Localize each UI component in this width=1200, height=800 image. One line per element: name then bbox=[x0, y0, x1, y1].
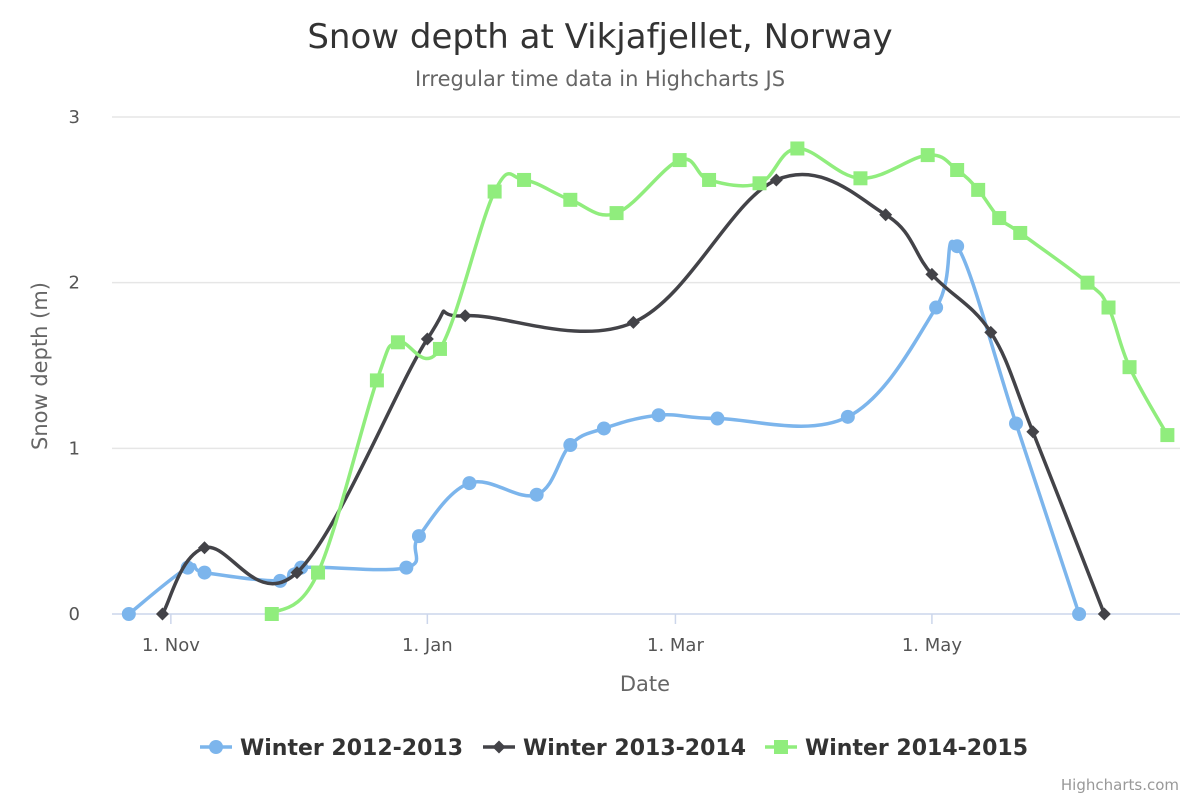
x-axis-title: Date bbox=[620, 672, 670, 696]
data-point[interactable] bbox=[1026, 425, 1040, 439]
data-point[interactable] bbox=[840, 409, 855, 424]
data-point[interactable] bbox=[1013, 225, 1028, 240]
x-tick-label: 1. May bbox=[902, 635, 962, 656]
legend-symbol[interactable] bbox=[492, 740, 506, 754]
data-point[interactable] bbox=[1097, 607, 1111, 621]
x-tick-label: 1. Jan bbox=[402, 635, 453, 656]
data-point[interactable] bbox=[609, 206, 624, 221]
y-tick-label: 1 bbox=[69, 438, 80, 459]
data-point[interactable] bbox=[399, 560, 414, 575]
legend-item[interactable]: Winter 2014-2015 bbox=[765, 736, 1028, 761]
data-point[interactable] bbox=[517, 172, 532, 187]
data-point[interactable] bbox=[197, 565, 212, 580]
data-point[interactable] bbox=[752, 176, 767, 191]
series-line[interactable] bbox=[160, 172, 1107, 616]
legend-item[interactable]: Winter 2013-2014 bbox=[483, 736, 746, 761]
legend-label: Winter 2013-2014 bbox=[523, 736, 746, 761]
data-point[interactable] bbox=[290, 566, 304, 580]
y-axis: 0 1 2 3 bbox=[69, 107, 80, 625]
legend-item[interactable]: Winter 2012-2013 bbox=[200, 736, 463, 761]
data-point[interactable] bbox=[311, 565, 326, 580]
data-point[interactable] bbox=[710, 411, 725, 426]
data-point[interactable] bbox=[1160, 428, 1175, 443]
series-1 bbox=[121, 239, 1087, 621]
data-point[interactable] bbox=[596, 421, 611, 436]
data-point[interactable] bbox=[198, 541, 212, 555]
y-axis-title: Snow depth (m) bbox=[28, 282, 52, 450]
legend-label: Winter 2014-2015 bbox=[805, 736, 1028, 761]
data-point[interactable] bbox=[563, 192, 578, 207]
data-point[interactable] bbox=[458, 309, 472, 323]
data-point[interactable] bbox=[155, 607, 169, 621]
series-layer bbox=[121, 141, 1175, 621]
data-point[interactable] bbox=[971, 182, 986, 197]
x-tick-label: 1. Nov bbox=[142, 635, 200, 656]
data-point[interactable] bbox=[651, 408, 666, 423]
data-point[interactable] bbox=[672, 153, 687, 168]
data-point[interactable] bbox=[529, 487, 544, 502]
data-point[interactable] bbox=[950, 239, 965, 254]
y-tick-label: 0 bbox=[69, 604, 80, 625]
x-tick-label: 1. Mar bbox=[647, 635, 704, 656]
credits-link[interactable]: Highcharts.com bbox=[1061, 776, 1179, 794]
chart-title: Snow depth at Vikjafjellet, Norway bbox=[307, 17, 892, 57]
data-point[interactable] bbox=[702, 172, 717, 187]
data-point[interactable] bbox=[432, 341, 447, 356]
grid-lines bbox=[112, 116, 1180, 615]
y-tick-label: 2 bbox=[69, 273, 80, 294]
data-point[interactable] bbox=[1009, 416, 1024, 431]
data-point[interactable] bbox=[879, 208, 893, 222]
legend-symbol[interactable] bbox=[774, 740, 788, 754]
series-2 bbox=[155, 172, 1111, 621]
data-point[interactable] bbox=[984, 325, 998, 339]
data-point[interactable] bbox=[390, 335, 405, 350]
data-point[interactable] bbox=[462, 476, 477, 491]
legend: Winter 2012-2013 Winter 2013-2014 Winter 2… bbox=[200, 736, 1028, 761]
y-tick-label: 3 bbox=[69, 107, 80, 128]
data-point[interactable] bbox=[369, 373, 384, 388]
data-point[interactable] bbox=[769, 173, 783, 187]
data-point[interactable] bbox=[929, 300, 944, 315]
data-point[interactable] bbox=[487, 184, 502, 199]
data-point[interactable] bbox=[992, 211, 1007, 226]
data-point[interactable] bbox=[925, 267, 939, 281]
legend-label: Winter 2012-2013 bbox=[240, 736, 463, 761]
data-point[interactable] bbox=[264, 607, 279, 621]
data-point[interactable] bbox=[1101, 300, 1116, 315]
data-point[interactable] bbox=[121, 607, 136, 621]
data-point[interactable] bbox=[853, 171, 868, 186]
data-point[interactable] bbox=[626, 315, 640, 329]
data-point[interactable] bbox=[950, 163, 965, 178]
data-point[interactable] bbox=[920, 148, 935, 163]
data-point[interactable] bbox=[1072, 607, 1087, 621]
data-point[interactable] bbox=[420, 332, 434, 346]
chart-subtitle: Irregular time data in Highcharts JS bbox=[415, 67, 785, 91]
legend-symbol[interactable] bbox=[209, 740, 223, 754]
data-point[interactable] bbox=[1080, 275, 1095, 290]
data-point[interactable] bbox=[563, 438, 578, 453]
series-3 bbox=[264, 141, 1175, 621]
x-axis: 1. Nov 1. Jan 1. Mar 1. May bbox=[142, 614, 962, 656]
data-point[interactable] bbox=[790, 141, 805, 156]
data-point[interactable] bbox=[411, 529, 426, 544]
data-point[interactable] bbox=[1122, 360, 1137, 375]
